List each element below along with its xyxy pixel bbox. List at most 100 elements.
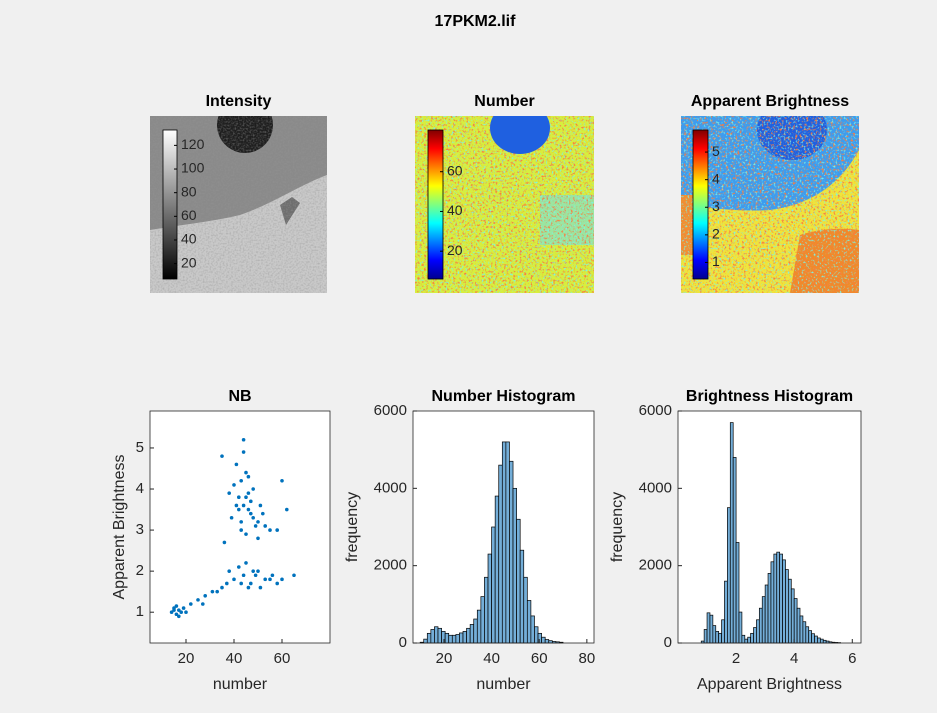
bar — [732, 457, 737, 644]
point — [189, 602, 193, 606]
colorbar-tick-label: 20 — [181, 254, 197, 270]
bar — [814, 635, 818, 644]
bar — [466, 627, 471, 644]
point — [225, 581, 229, 586]
y-tick-label: 6000 — [639, 402, 672, 419]
point — [227, 491, 231, 495]
bar — [817, 637, 821, 644]
x-tick-label: 2 — [732, 650, 740, 667]
bar — [703, 629, 708, 644]
point — [169, 610, 174, 615]
x-tick-label: 20 — [436, 650, 453, 667]
bar — [750, 632, 754, 644]
point — [179, 610, 183, 615]
colorbar — [692, 129, 709, 280]
point — [256, 569, 260, 573]
y-tick-label: 6000 — [374, 402, 407, 419]
number-image — [415, 116, 594, 293]
plot-area — [150, 411, 330, 643]
bar — [459, 632, 464, 644]
point — [275, 581, 280, 586]
bar — [484, 576, 489, 644]
colorbar-tick-label: 20 — [447, 242, 463, 258]
chart-title: NB — [228, 388, 251, 405]
colorbar-tick-label: 3 — [712, 198, 720, 214]
bar — [512, 487, 517, 644]
point — [268, 577, 272, 582]
point — [244, 532, 248, 536]
bar — [709, 614, 714, 644]
bar — [727, 507, 731, 644]
y-tick-label: 5 — [136, 439, 144, 456]
bar — [811, 633, 815, 644]
point — [246, 491, 251, 495]
y-axis-label: frequency — [609, 492, 626, 562]
point — [215, 589, 219, 594]
bar — [498, 464, 503, 644]
bar — [735, 542, 740, 644]
x-tick-label: 40 — [226, 650, 243, 667]
bar — [530, 615, 535, 644]
bar — [494, 495, 500, 644]
bar — [526, 600, 532, 644]
bar — [480, 596, 485, 644]
bar — [434, 626, 439, 644]
point — [172, 608, 176, 612]
bar — [808, 630, 812, 644]
x-tick-label: 40 — [483, 650, 500, 667]
chart-title: Number Histogram — [431, 388, 575, 405]
x-axis-label: number — [476, 676, 531, 693]
point — [234, 462, 239, 467]
bar — [756, 619, 760, 644]
x-axis-label: number — [213, 676, 268, 693]
point — [239, 479, 243, 483]
colorbar-tick-label: 60 — [181, 207, 197, 223]
bar — [764, 584, 769, 644]
point — [210, 589, 215, 594]
bar — [790, 588, 795, 644]
bar — [753, 627, 757, 644]
bar — [822, 639, 827, 644]
point — [237, 565, 241, 569]
point — [237, 495, 241, 500]
colorbar-tick-label: 5 — [712, 143, 720, 159]
y-tick-label: 2 — [136, 562, 144, 579]
point — [239, 528, 243, 532]
colorbar-tick-label: 40 — [181, 231, 197, 247]
point — [220, 454, 224, 458]
bar — [776, 551, 781, 644]
bar — [802, 621, 807, 644]
bar — [516, 518, 521, 644]
point — [268, 528, 272, 532]
bar — [738, 611, 743, 644]
x-tick-label: 4 — [790, 650, 798, 667]
bar — [712, 625, 717, 644]
bar — [796, 607, 801, 644]
bar — [544, 639, 550, 644]
point — [280, 479, 284, 483]
bar — [441, 631, 446, 644]
bar — [455, 634, 460, 644]
point — [174, 612, 179, 617]
point — [256, 536, 260, 541]
colorbar-tick-label: 2 — [712, 226, 720, 242]
point — [256, 520, 260, 524]
x-tick-label: 60 — [531, 650, 548, 667]
point — [177, 614, 181, 619]
point — [196, 598, 200, 602]
point — [249, 499, 253, 504]
point — [253, 573, 258, 578]
bar — [747, 636, 751, 644]
x-tick-label: 60 — [274, 650, 291, 667]
point — [229, 515, 234, 520]
colorbar-tick-label: 100 — [181, 160, 205, 176]
point — [292, 573, 296, 578]
bar — [487, 553, 492, 644]
bar — [451, 634, 457, 644]
point — [263, 577, 268, 582]
bar — [729, 422, 734, 644]
bar — [758, 607, 763, 644]
point — [174, 604, 179, 608]
colorbar-tick-label: 60 — [447, 162, 463, 178]
colorbar-tick-label: 4 — [712, 170, 720, 186]
